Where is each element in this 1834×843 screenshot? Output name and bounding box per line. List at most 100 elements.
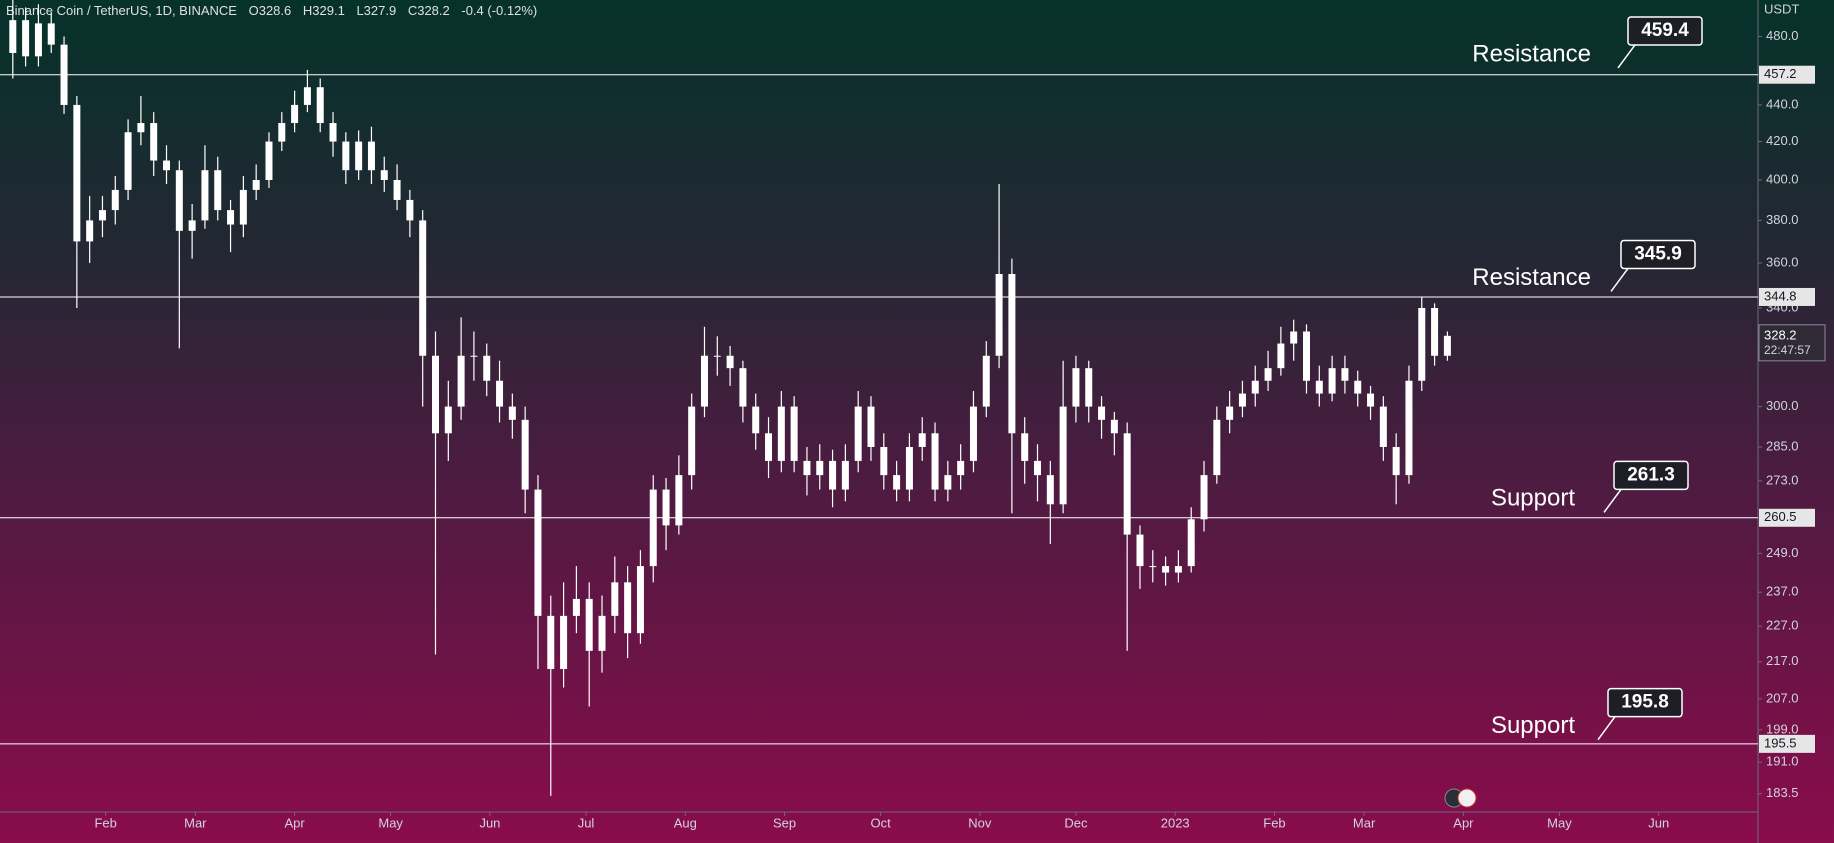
candle-body [829, 460, 837, 490]
candle-body [700, 355, 708, 407]
candle-body [111, 189, 119, 211]
candle-body [572, 598, 580, 616]
x-tick-label: May [1547, 815, 1572, 830]
candle-body [1123, 433, 1131, 535]
callout-box [1613, 460, 1689, 491]
candle-body [406, 199, 414, 221]
candle-body [1315, 380, 1323, 394]
ohlc-open: O328.6 [249, 3, 292, 18]
currency-label: USDT [1764, 1, 1799, 16]
callout-box [1627, 16, 1703, 46]
y-tick-label: 380.0 [1766, 212, 1799, 227]
candle-body [227, 210, 235, 225]
callout-value: 261.3 [1627, 464, 1675, 485]
candle-body [1200, 475, 1208, 520]
level-tag-label: 195.5 [1764, 735, 1797, 750]
candle-body [982, 355, 990, 407]
y-tick-label: 480.0 [1766, 28, 1799, 43]
candle-body [777, 406, 785, 461]
x-tick-label: Oct [870, 815, 891, 830]
y-tick-label: 217.0 [1766, 653, 1799, 668]
candle-body [470, 355, 478, 357]
ohlc-low: L327.9 [356, 3, 396, 18]
candle-body [944, 475, 952, 490]
candle-body [1034, 460, 1042, 476]
candle-body [1213, 419, 1221, 476]
candle-body [1277, 343, 1285, 369]
candle-body [316, 87, 324, 124]
candle-body [1085, 368, 1093, 407]
candle-body [726, 355, 734, 369]
chart-header: Binance Coin / TetherUS, 1D, BINANCE O32… [6, 3, 537, 18]
x-tick-label: Mar [1353, 815, 1376, 830]
candle-body [1328, 368, 1336, 394]
callout-pointer [1617, 44, 1636, 69]
candle-body [1290, 331, 1298, 344]
candle-body [841, 460, 849, 490]
candle-body [675, 475, 683, 526]
candle-body [636, 566, 644, 634]
y-tick-label: 300.0 [1766, 398, 1799, 413]
ohlc-high: H329.1 [303, 3, 345, 18]
candle-body [1059, 406, 1067, 505]
candle-body [662, 489, 670, 526]
y-tick-label: 227.0 [1766, 618, 1799, 633]
candle-body [713, 355, 721, 357]
candle-body [1379, 406, 1387, 447]
ohlc-change: -0.4 (-0.12%) [461, 3, 537, 18]
candle-body [624, 582, 632, 634]
candle-body [73, 104, 81, 242]
callout-pointer [1603, 488, 1622, 513]
candle-body [124, 132, 132, 190]
x-tick-label: Apr [1453, 815, 1474, 830]
candle-body [252, 179, 260, 190]
candle-body [1431, 308, 1439, 356]
candle-body [688, 406, 696, 476]
candle-body [598, 615, 606, 651]
candle-body [367, 141, 375, 171]
x-tick-label: Jun [479, 815, 500, 830]
candle-body [265, 141, 273, 180]
candle-body [649, 489, 657, 567]
candle-body [1136, 534, 1144, 567]
last-price-tag [1758, 324, 1826, 362]
candle-body [1341, 368, 1349, 381]
candle-body [188, 220, 196, 231]
annotation-text: Resistance [1472, 264, 1591, 291]
candle-body [329, 123, 337, 142]
candle-body [150, 123, 158, 161]
ohlc-close: C328.2 [408, 3, 450, 18]
annotation-text: Support [1491, 712, 1575, 739]
candle-body [1251, 380, 1259, 394]
candle-body [1264, 368, 1272, 381]
candle-body [431, 355, 439, 434]
logo-icon [1457, 788, 1477, 808]
callout-value: 195.8 [1621, 692, 1669, 713]
candle-body [291, 104, 299, 124]
candle-body [969, 406, 977, 461]
candle-body [547, 615, 555, 669]
candle-body [534, 489, 542, 616]
callout-pointer [1610, 268, 1629, 292]
candle-body [1354, 380, 1362, 394]
candle-body [342, 141, 350, 171]
last-price-label: 328.2 [1764, 327, 1797, 342]
candle-body [867, 406, 875, 447]
symbol: Binance Coin / TetherUS, 1D, BINANCE [6, 3, 237, 18]
candle-body [457, 355, 465, 407]
candle-body [1418, 308, 1426, 381]
candle-body [880, 446, 888, 476]
candle-body [508, 406, 516, 420]
candle-body [393, 179, 401, 200]
candle-body [957, 460, 965, 476]
candle-body [1174, 566, 1182, 573]
candle-body [98, 210, 106, 221]
level-tag [1759, 65, 1815, 84]
level-tag [1759, 734, 1815, 753]
candle-body [1098, 406, 1106, 420]
candle-body [905, 446, 913, 490]
candle-body [521, 419, 529, 490]
candle-body [1443, 335, 1451, 356]
